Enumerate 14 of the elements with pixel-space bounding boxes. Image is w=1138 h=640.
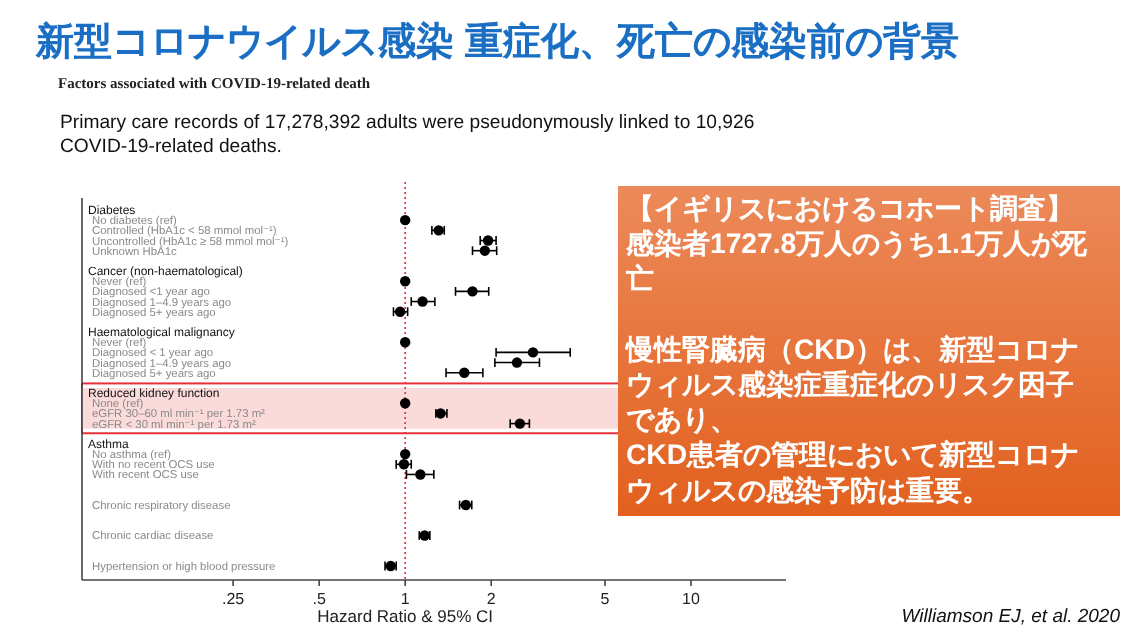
x-tick-label: 5 bbox=[600, 590, 611, 608]
annotation: CKD患者の管理において新型コロナウィルスの感染予防は重要。 bbox=[626, 438, 1080, 506]
chart-title: 新型コロナウイルス感染 重症化、死亡の感染前の背景 bbox=[34, 20, 959, 64]
annotation: 慢性腎臓病（CKD）は、新型コロナウィルス感染症重症化のリスク因子であり、 bbox=[624, 332, 1080, 436]
x-axis-title: Hazard Ratio & 95% CI bbox=[317, 606, 494, 626]
x-tick-label: 2 bbox=[486, 590, 497, 608]
text: Williamson EJ, et al. 2020 bbox=[901, 606, 1122, 628]
x-tick-label: 10 bbox=[682, 590, 701, 608]
annotation: 感染者1727.8万人のうち1.1万人が死亡 bbox=[624, 227, 1090, 295]
text: Primary care records of 17,278,392 adults were pseudonymously linked to 10,926 COVID-19-related deaths. bbox=[60, 112, 755, 158]
x-tick-label: 1 bbox=[400, 590, 411, 608]
annotation: 【イギリスにおけるコホート調査】 bbox=[626, 192, 1074, 224]
x-tick-label: .5 bbox=[312, 590, 327, 608]
x-tick-label: .25 bbox=[221, 590, 246, 608]
